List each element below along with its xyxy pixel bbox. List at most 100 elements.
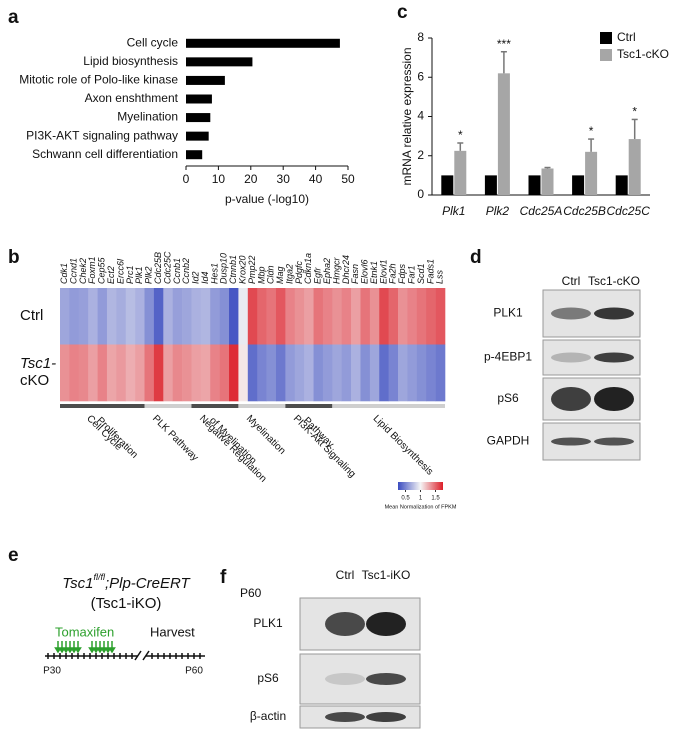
heat-cell [191,344,202,402]
bar [497,73,510,195]
heat-cell [435,344,446,402]
bar [186,131,209,141]
panel-label: c [397,2,408,23]
blot-band [551,387,591,411]
heat-cell [200,288,211,345]
heat-cell [398,288,408,345]
heat-cell [398,344,408,402]
heat-cell [106,344,117,402]
heat-cell [360,344,371,402]
gene-label: Dhcr24 [341,255,351,284]
panel-label: d [470,247,482,268]
gene-label: Itga2 [284,264,294,284]
category-label: Schwann cell differentiation [32,147,178,161]
heat-cell [351,344,361,402]
error-bar [588,138,595,152]
y-tick-label: 2 [417,148,424,162]
diagram-subtitle: (Tsc1-iKO) [91,595,162,612]
significance: *** [497,37,511,51]
band-label: PLK1 [493,306,523,320]
gene-label: Plk1 [134,266,144,284]
x-tick-label: Cdc25C [607,204,651,218]
gene-label: Id2 [191,271,201,284]
group-label: PLK Pathway [150,413,200,463]
legend-swatch [600,32,612,44]
heat-cell [257,288,267,345]
x-tick-label: 10 [212,172,226,186]
colorbar-tick-label: 0.5 [401,496,410,502]
blot-band [366,612,406,636]
row-label: Tsc1- [20,355,56,372]
bar [186,150,203,160]
gene-label: Plk2 [144,266,154,284]
colorbar-tick-label: 1 [419,496,423,502]
error-bar [500,50,507,74]
panel-label: f [220,567,227,588]
legend-swatch [600,49,612,61]
x-tick-label: 20 [244,172,258,186]
heat-cell [144,288,155,345]
heat-cell [369,288,380,345]
gene-label: Krox20 [237,255,247,284]
gene-label: Elovl6 [360,259,370,284]
heat-cell [69,344,80,402]
x-tick-label: Cdc25B [563,204,606,218]
bar [186,75,225,85]
gene-label: Id4 [200,271,210,284]
x-tick-label: 30 [277,172,291,186]
gene-label: Hes1 [209,263,219,284]
heat-cell [97,344,108,402]
heat-cell [304,344,314,402]
bar [484,175,497,195]
legend-label: Tsc1-cKO [617,47,669,61]
x-tick-label: Plk2 [486,204,510,218]
heat-cell [219,288,230,345]
title-part: Tsc1 [62,575,93,592]
heat-cell [97,288,108,345]
gene-label: Ccnb2 [181,258,191,284]
significance: * [589,124,594,138]
heat-cell [116,288,127,345]
heat-cell [341,288,352,345]
heat-cell [379,344,389,402]
x-tick-label: Cdc25A [520,204,563,218]
title-part: ;Plp-CreERT [105,575,192,592]
bar [615,175,628,195]
category-label: Axon enshthment [85,91,179,105]
gene-label: Far1 [407,265,417,284]
gene-label: Lss [435,269,445,284]
category-label: Mitotic role of Polo-like kinase [19,73,178,87]
heat-cell [341,344,352,402]
bar [541,168,554,195]
gene-label: Prc1 [125,265,135,284]
panel-label: b [8,247,20,268]
bar [186,57,253,67]
gene-label: Scd1 [416,263,426,284]
blot-band [594,352,634,363]
heat-cell [191,288,202,345]
group-label: PI3K-Akt Signaling [291,413,358,480]
arrows [54,641,116,654]
gene-label: Etnk1 [369,261,379,284]
heat-cell [369,344,380,402]
heat-cell [426,344,436,402]
blot-band [325,612,365,636]
gene-label: Mag [275,266,285,284]
group-bar [332,404,445,408]
x-tick-label: 40 [309,172,323,186]
heat-cell [210,288,220,345]
heat-cell [78,344,89,402]
heat-cell [125,288,136,345]
gene-label: Foxm1 [87,256,97,284]
heat-cell [332,344,343,402]
gene-label: Fads1 [425,259,435,284]
heat-cell [313,288,324,345]
y-tick-label: 0 [417,187,424,201]
heat-cell [351,288,361,345]
heat-cell [238,288,249,345]
gene-label: Cdc25C [162,251,172,284]
heat-cell [182,344,192,402]
heat-cell [69,288,80,345]
bar [186,38,340,48]
x-tick-label: 0 [183,172,190,186]
